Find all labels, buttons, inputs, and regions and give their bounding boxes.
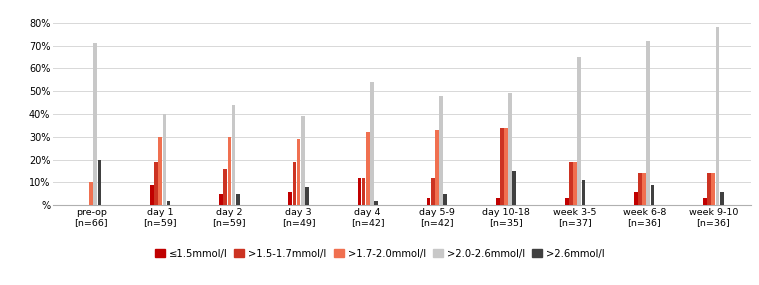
Bar (167, 201, 171, 205)
Bar (573, 162, 577, 205)
Bar (711, 173, 715, 205)
Bar (581, 180, 585, 205)
Bar (236, 194, 240, 205)
Bar (634, 192, 638, 205)
Bar (292, 162, 296, 205)
Bar (301, 116, 304, 205)
Bar (720, 192, 723, 205)
Bar (162, 114, 166, 205)
Bar (223, 169, 227, 205)
Bar (500, 128, 504, 205)
Bar (366, 132, 370, 205)
Bar (431, 178, 435, 205)
Bar (716, 27, 720, 205)
Bar (93, 43, 97, 205)
Bar (231, 105, 235, 205)
Bar (361, 178, 365, 205)
Bar (370, 82, 373, 205)
Bar (509, 93, 512, 205)
Bar (565, 198, 568, 205)
Bar (374, 201, 378, 205)
Bar (154, 162, 158, 205)
Bar (435, 130, 439, 205)
Bar (496, 198, 499, 205)
Legend: ≤1.5mmol/l, >1.5-1.7mmol/l, >1.7-2.0mmol/l, >2.0-2.6mmol/l, >2.6mmol/l: ≤1.5mmol/l, >1.5-1.7mmol/l, >1.7-2.0mmol… (153, 247, 606, 261)
Bar (578, 57, 581, 205)
Bar (228, 137, 231, 205)
Bar (638, 173, 642, 205)
Bar (90, 182, 93, 205)
Bar (512, 171, 516, 205)
Bar (647, 41, 650, 205)
Bar (707, 173, 711, 205)
Bar (159, 137, 162, 205)
Bar (288, 192, 292, 205)
Bar (569, 162, 573, 205)
Bar (439, 96, 443, 205)
Bar (150, 185, 154, 205)
Bar (650, 185, 654, 205)
Bar (703, 198, 707, 205)
Bar (305, 187, 309, 205)
Bar (357, 178, 361, 205)
Bar (443, 194, 447, 205)
Bar (98, 160, 102, 205)
Bar (504, 128, 508, 205)
Bar (219, 194, 223, 205)
Bar (642, 173, 646, 205)
Bar (297, 139, 301, 205)
Bar (427, 198, 430, 205)
